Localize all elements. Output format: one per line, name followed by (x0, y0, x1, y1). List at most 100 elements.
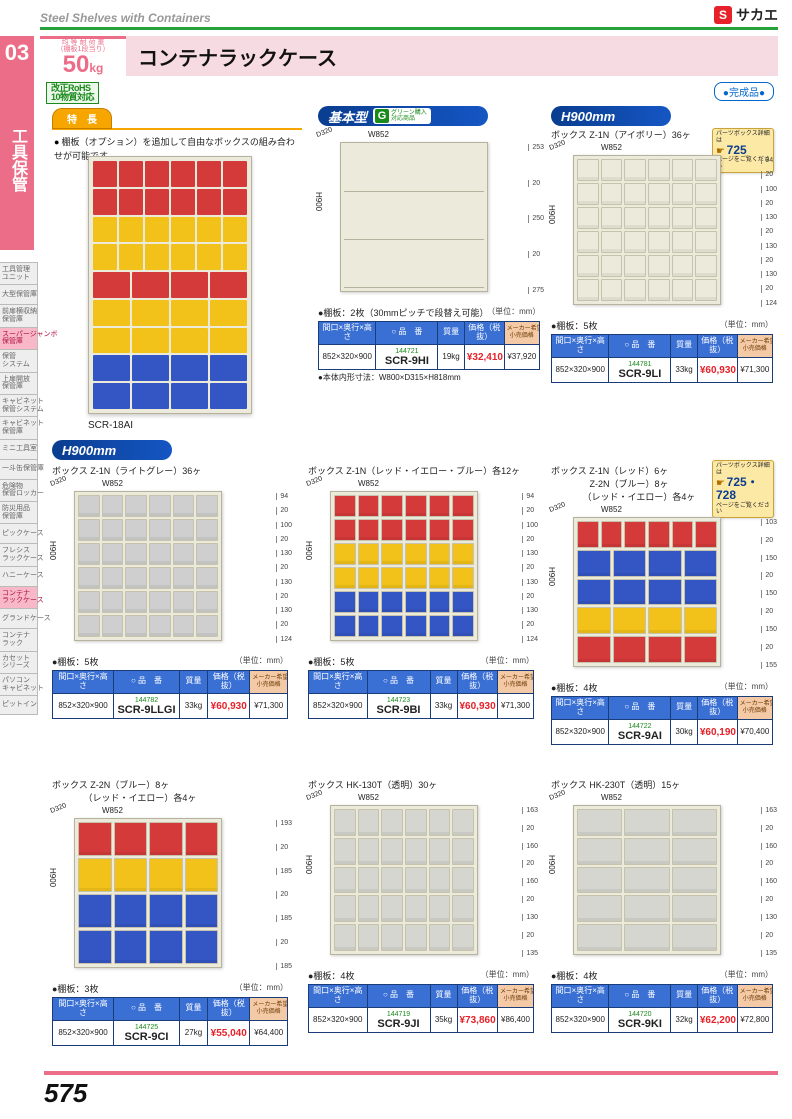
left-tab[interactable]: 前扉横収納 保管庫 (0, 304, 38, 326)
diagram: D320W852H900942010020130201302013020124 (52, 481, 288, 651)
dim-value: 20 (761, 537, 777, 544)
unit-note: （単位：mm） (481, 969, 534, 982)
left-tab[interactable]: 大型保管庫 (0, 284, 38, 304)
diagram-bin (381, 495, 403, 517)
left-tab[interactable]: 保管 システム (0, 349, 38, 371)
diagram-bin (672, 838, 717, 865)
left-tab[interactable]: スーパージャンボ 保管庫 (0, 327, 38, 349)
diagram-row (577, 867, 717, 894)
td-mprice: ¥37,920 (504, 344, 539, 370)
dim-value: 94 (761, 157, 777, 164)
rohs-strip: 改正RoHS 10物質対応 (40, 78, 120, 104)
diagram-bin (601, 231, 623, 253)
dim-value: 130 (522, 914, 538, 921)
left-tab[interactable]: キャビネット 保管システム (0, 394, 38, 416)
diagram-bin (452, 809, 474, 836)
left-tab[interactable]: 一斗缶保管庫 (0, 459, 38, 479)
td-model: 144781SCR-9LI (609, 357, 671, 383)
section-head-h900b-label: H900mm (62, 443, 116, 458)
page-rule (44, 1071, 778, 1075)
dim-value: 275 (528, 287, 544, 294)
diagram-bin (125, 591, 147, 613)
diagram-bin (452, 867, 474, 894)
spec-table: 間口×奥行×高さ○ 品 番質量価格（税抜）メーカー希望 小売価格852×320×… (551, 696, 773, 745)
left-tab[interactable]: フレシス ラックケース (0, 543, 38, 565)
diagram-bin (429, 867, 451, 894)
diagram-bin (381, 838, 403, 865)
diagram-bin (381, 924, 403, 951)
diagram-bin (672, 255, 694, 277)
feature-box: 特 長 棚板（オプション）を追加して自由なボックスの組み合わせが可能です。 (52, 108, 302, 163)
td-model: 144782SCR-9LLGI (114, 693, 180, 719)
left-tab[interactable]: 防災用品 保管庫 (0, 501, 38, 523)
left-tab[interactable]: グランドケース (0, 608, 38, 628)
diagram-bin (149, 615, 171, 637)
diagram: D320W852H900193201852018520185 (52, 808, 288, 978)
dim-value: 163 (761, 807, 777, 814)
diagram-bin (577, 550, 611, 577)
diagram-bin (613, 607, 647, 634)
diagram-row (78, 495, 218, 517)
dim-value: 193 (276, 820, 292, 827)
diagram-row (577, 255, 717, 277)
left-tab[interactable]: 危険物 保管ロッカー (0, 479, 38, 501)
diagram-bin (114, 822, 148, 856)
left-tab[interactable]: カセット シリーズ (0, 651, 38, 673)
dim-value: 20 (522, 825, 538, 832)
dim-w: W852 (601, 505, 622, 514)
diagram-row (334, 543, 474, 565)
diagram-bin (695, 521, 717, 548)
left-tab[interactable]: ピックケース (0, 523, 38, 543)
dim-h: H900 (48, 868, 57, 887)
diagram-bin (672, 924, 717, 951)
diagram-bin (102, 543, 124, 565)
dim-h: H900 (304, 541, 313, 560)
dim-value: 160 (522, 878, 538, 885)
diagram-bin (196, 567, 218, 589)
diagram-bin (672, 521, 694, 548)
unit-note: （単位：mm） (235, 982, 288, 995)
diagram-bin (185, 822, 219, 856)
diagram-bin (185, 858, 219, 892)
dim-value: 94 (276, 493, 292, 500)
diagram-bin (358, 924, 380, 951)
cell-scr-9ji: ボックス HK-130T（透明）30ヶD320W852H900163201602… (308, 778, 534, 1033)
diagram-row (577, 607, 717, 634)
dim-d: D320 (305, 475, 323, 488)
dim-value: 130 (276, 550, 292, 557)
left-tab[interactable]: コンテナ ラックケース (0, 586, 38, 608)
diagram-bin (624, 255, 646, 277)
left-tab[interactable]: コンテナ ラック (0, 628, 38, 650)
diagram-bin (672, 207, 694, 229)
diagram: D320W852H90010320150201502015020155 (551, 507, 773, 677)
spec-table: 間口×奥行×高さ○ 品 番質量価格（税抜）メーカー希望 小売価格852×320×… (308, 984, 534, 1033)
left-tab[interactable]: ピットイン (0, 695, 38, 715)
left-tab[interactable]: 上扉開放 保管庫 (0, 372, 38, 394)
diagram-bin (381, 519, 403, 541)
left-tab[interactable]: ミニ工具室 (0, 439, 38, 459)
th-dim: 間口×奥行×高さ (552, 985, 609, 1008)
dim-value: 20 (276, 593, 292, 600)
left-tabs: 工具管理 ユニット大型保管庫前扉横収納 保管庫スーパージャンボ 保管庫保管 シス… (0, 262, 38, 715)
dim-value: 20 (276, 536, 292, 543)
diagram-bin (78, 567, 100, 589)
diagram-bin (196, 519, 218, 541)
th-item: ○ 品 番 (376, 322, 438, 345)
left-tab[interactable]: パソコン キャビネット (0, 673, 38, 695)
dim-value: 20 (522, 536, 538, 543)
green-text: グリーン購入 対応商品 (389, 110, 429, 122)
left-tab[interactable]: ハニーケース (0, 566, 38, 586)
diagram-bin (381, 615, 403, 637)
shelf-note: ●棚板：5枚 (308, 655, 354, 668)
diagram-frame (74, 491, 222, 641)
diagram-bin (381, 567, 403, 589)
diagram-bin (624, 207, 646, 229)
diagram-bin (648, 607, 682, 634)
left-tab[interactable]: キャビネット 保管庫 (0, 416, 38, 438)
dim-w: W852 (102, 806, 123, 815)
diagram-bin (334, 495, 356, 517)
left-tab[interactable]: 工具管理 ユニット (0, 262, 38, 284)
th-mprice: メーカー希望 小売価格 (737, 335, 772, 358)
diagram-bin (334, 615, 356, 637)
dim-value: 124 (276, 636, 292, 643)
